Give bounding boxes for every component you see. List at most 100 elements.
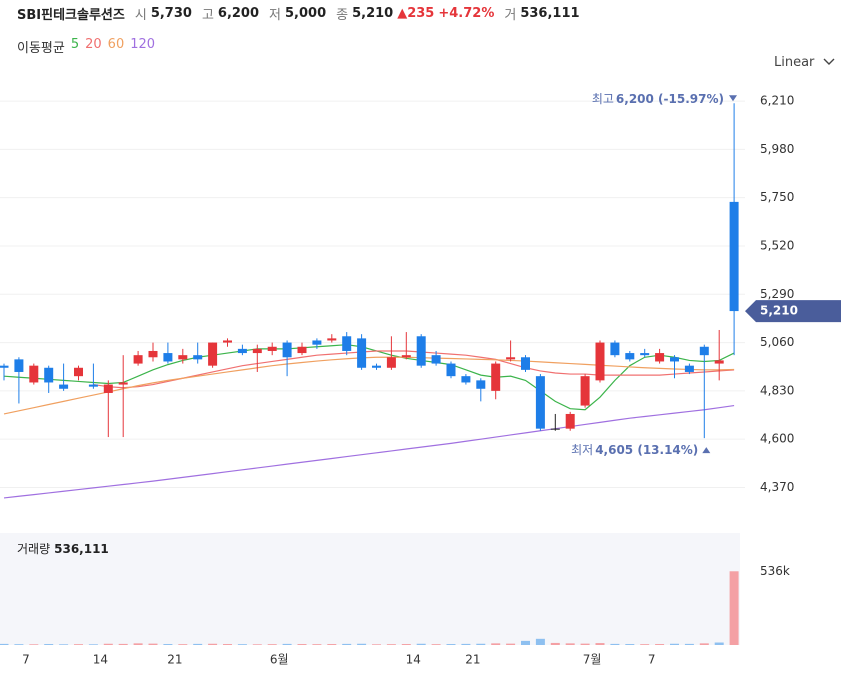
legend: 이동평균 5 20 60 120 [17,37,155,56]
min-annotation: 최저 4,605 (13.14%) [571,443,698,457]
candle-body [88,384,98,387]
volume-bar [535,638,545,645]
y-tick-label: 5,060 [760,335,794,349]
volume-title-label: 거래량 [17,542,50,556]
volume-bar [297,644,307,645]
volume-bar [625,644,635,645]
candle-body [252,348,262,354]
volume-bar [506,643,516,645]
legend-entry: 5 [70,37,80,52]
volume-bar [580,643,590,645]
candle-body [372,365,381,368]
volume-bar [118,643,128,645]
volume-bar [655,644,665,645]
candle-body [595,342,605,381]
volume-bar [223,644,232,645]
value: 5,000 [285,6,327,21]
candle-body [193,355,203,360]
max-prefix: 최고 [592,92,614,106]
candle-body [357,338,367,368]
volume-bar [521,640,530,645]
candle-body [133,355,143,364]
candle-body [103,384,113,393]
scale-label: Linear [774,55,815,70]
candle-body [416,336,426,366]
volume-bar [699,643,709,645]
y-tick-label: 5,980 [760,142,794,156]
volume-bar [14,644,24,645]
candle-body [14,359,24,372]
stock-name: SBI핀테크솔루션즈 [17,8,125,23]
x-tick-label: 21 [465,653,480,667]
volume-bar [178,644,188,645]
label: 종 [336,8,349,23]
candle-body [580,376,590,406]
max-arrow [729,95,737,102]
chevron [823,58,835,65]
candle-body [535,376,545,429]
volume-bar [88,644,98,645]
scale-toggle[interactable]: Linear [774,55,835,70]
volume-bar [401,644,411,645]
label: 고 [201,8,214,23]
candle-body [312,340,322,345]
volume-bar [193,643,203,645]
candle-body [640,353,650,356]
x-tick-label: 14 [93,653,108,667]
volume-bar [372,644,381,645]
y-tick-label: 4,370 [760,480,794,494]
volume-panel [0,533,740,645]
candle-body [729,201,739,312]
label: 시 [134,8,147,23]
candle-body [401,355,411,358]
candle-body [327,338,337,341]
candle-body [386,357,396,368]
candle-body [223,340,232,343]
candle-body [29,365,39,383]
legend-entry: 120 [130,37,156,52]
volume-bar [416,643,426,645]
volume-bar [729,571,739,645]
volume-bar [103,643,113,645]
ma-line [93,350,735,389]
volume-title-value: 536,111 [54,542,109,556]
volume-bar [0,643,9,645]
candle-body [237,348,247,354]
candle-body [431,355,441,364]
volume-bar [610,643,620,645]
volume-bar [684,643,694,645]
ma-line [3,344,735,411]
volume-bar [461,643,471,645]
candle-body [163,353,173,362]
candle-body [461,376,471,383]
volume-bar [550,642,560,645]
y-tick-label: 5,290 [760,287,794,301]
volume-bar [714,642,724,645]
candle-body [342,336,352,351]
candle-body [282,342,292,358]
volume-bar [29,644,39,645]
volume-bar [133,643,143,645]
label: 거 [504,8,517,23]
volume-bar [44,644,54,645]
min-prefix: 최저 [571,443,593,457]
volume-bar [670,643,679,645]
volume-bar [565,643,575,645]
candle-body [684,365,694,372]
x-tick-label: 6월 [270,653,289,667]
legend-entry: 20 [85,37,102,52]
value: 5,730 [150,6,192,21]
price-tag [745,300,841,323]
volume-bar [252,644,262,645]
volume-bar [491,643,501,645]
x-tick-label: 7월 [583,653,602,667]
value: 5,210 [352,6,394,21]
candle-body [148,350,158,358]
min-label: 4,605 (13.14%) [595,443,698,457]
volume-bar [595,643,605,645]
volume-bar [59,644,69,645]
ma-line [3,356,735,415]
candle-body [297,346,307,354]
candle-body [625,353,635,360]
